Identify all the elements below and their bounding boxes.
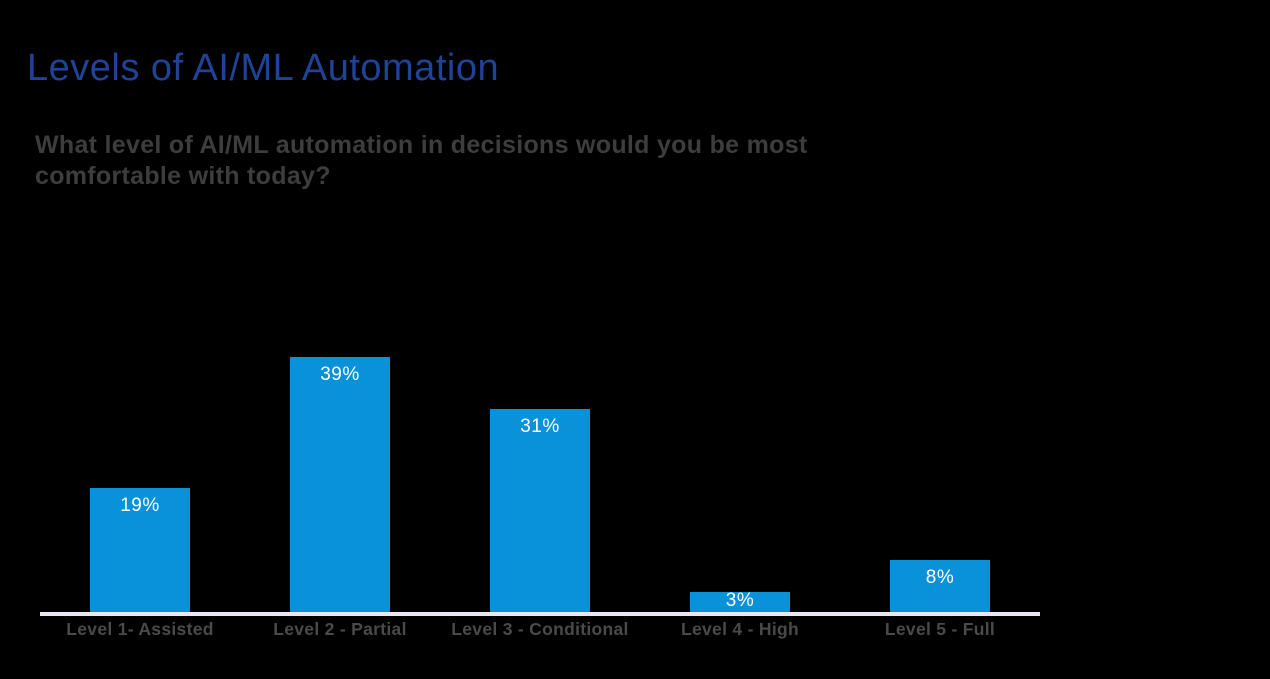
category-label: Level 5 - Full xyxy=(884,619,996,639)
bar-chart: 19% 39% 31% 3% 8% Level 1- Assisted Level 2 -… xyxy=(40,300,1040,660)
category-labels-row: Level 1- Assisted Level 2 - Partial Level … xyxy=(40,619,1040,640)
bar-slot: 39% xyxy=(240,300,440,612)
bar-slot: 19% xyxy=(40,300,240,612)
bar-value-label: 8% xyxy=(925,566,955,588)
bar: 3% xyxy=(690,590,790,612)
category-label: Level 2 - Partial xyxy=(273,619,407,639)
bar-value-label: 19% xyxy=(120,494,160,516)
bar-slot: 3% xyxy=(640,300,840,612)
category-label: Level 4 - High xyxy=(681,619,799,639)
category-label: Level 3 - Conditional xyxy=(451,619,629,639)
bar-value-label: 3% xyxy=(725,590,755,612)
bar: 19% xyxy=(90,487,190,612)
bar: 39% xyxy=(290,356,390,612)
x-axis-line xyxy=(40,612,1040,616)
bar-slot: 31% xyxy=(440,300,640,612)
bar: 8% xyxy=(890,559,990,612)
category-label: Level 1- Assisted xyxy=(66,619,214,639)
chart-question: What level of AI/ML automation in decisi… xyxy=(35,131,808,190)
bars-container: 19% 39% 31% 3% 8% xyxy=(40,300,1040,612)
bar-value-label: 31% xyxy=(520,415,560,437)
bar-slot: 8% xyxy=(840,300,1040,612)
chart-title: Levels of AI/ML Automation xyxy=(27,47,500,89)
bar: 31% xyxy=(490,408,590,612)
bar-value-label: 39% xyxy=(320,363,360,385)
